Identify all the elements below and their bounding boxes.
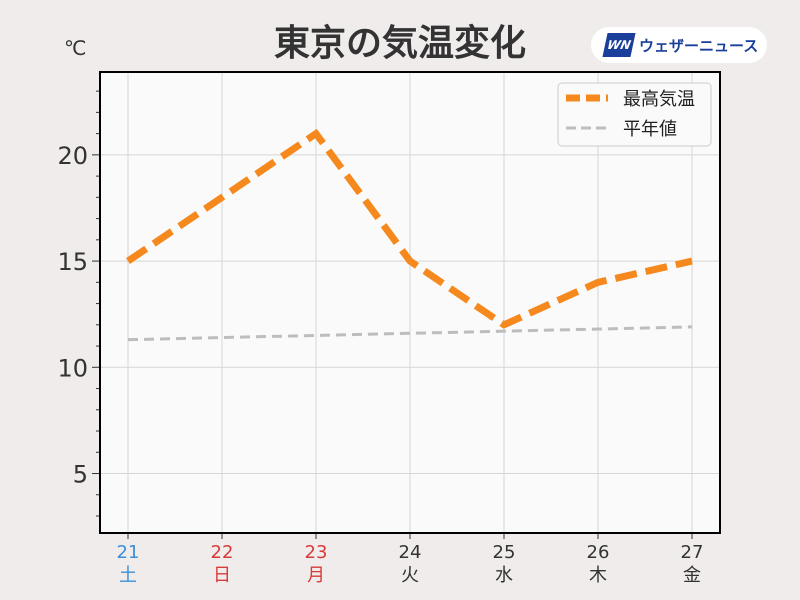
logo-text: ウェザーニュース — [639, 37, 759, 55]
x-tick-label-weekday: 土 — [119, 565, 137, 586]
x-tick-label-day: 26 — [587, 542, 610, 563]
weathernews-logo: WN ウェザーニュース — [591, 27, 767, 63]
legend-label-normal: 平年値 — [623, 119, 677, 140]
x-tick-label-weekday: 水 — [495, 565, 513, 586]
y-tick-label: 5 — [73, 461, 88, 489]
x-tick-label-day: 23 — [305, 542, 328, 563]
x-tick-label-day: 25 — [493, 542, 516, 563]
x-tick-label-weekday: 火 — [401, 565, 419, 586]
legend-label-max-temp: 最高気温 — [623, 89, 695, 110]
y-axis-unit: ℃ — [64, 36, 87, 60]
x-tick-label-weekday: 金 — [683, 565, 701, 586]
x-tick-label-day: 21 — [117, 542, 140, 563]
x-tick-label-weekday: 木 — [589, 565, 607, 586]
series-line-max-temp — [126, 128, 693, 329]
chart-title: 東京の気温変化 — [273, 23, 526, 64]
x-tick-label-day: 27 — [681, 542, 704, 563]
x-tick-label-weekday: 日 — [213, 565, 231, 586]
x-tick-label-day: 22 — [211, 542, 234, 563]
x-tick-label-day: 24 — [399, 542, 422, 563]
y-tick-label: 10 — [57, 354, 88, 382]
series-line-normal — [127, 325, 693, 342]
y-tick-label: 15 — [57, 248, 88, 276]
plot-frame — [99, 71, 721, 534]
x-tick-label-weekday: 月 — [307, 565, 325, 586]
y-tick-label: 20 — [57, 142, 88, 170]
